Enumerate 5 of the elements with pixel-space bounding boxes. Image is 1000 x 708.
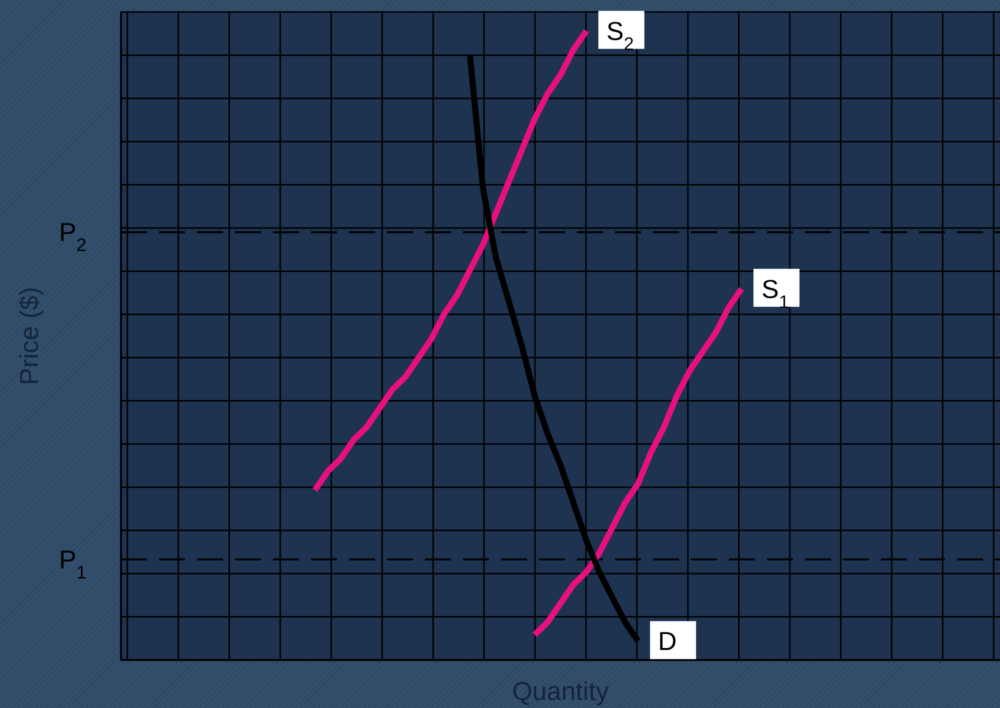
series-label: S$_{1}$: [761, 274, 789, 312]
ref-line-label: P$_{1}$: [59, 544, 86, 582]
ref-line-label: P$_{2}$: [59, 217, 86, 256]
series-label: D: [658, 626, 677, 656]
series-label: S$_{2}$: [606, 16, 634, 54]
